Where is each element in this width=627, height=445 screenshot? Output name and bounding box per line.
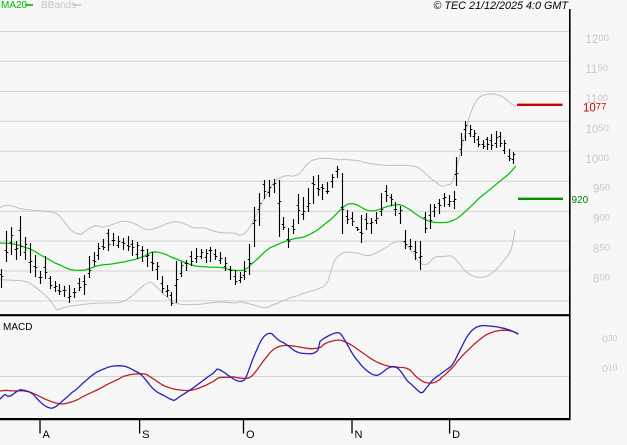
svg-text:030: 030 (602, 333, 618, 346)
svg-text:D: D (452, 429, 460, 440)
svg-text:920: 920 (572, 195, 589, 206)
svg-text:1000: 1000 (586, 153, 609, 166)
svg-text:S: S (142, 429, 149, 440)
svg-text:O: O (246, 429, 255, 440)
svg-text:BBands: BBands (41, 0, 76, 11)
svg-text:© TEC 21/12/2025 4:0 GMT: © TEC 21/12/2025 4:0 GMT (433, 0, 569, 12)
svg-text:950: 950 (593, 183, 610, 196)
svg-text:900: 900 (593, 213, 610, 226)
svg-text:1050: 1050 (586, 123, 609, 136)
svg-text:1100: 1100 (586, 93, 609, 106)
svg-text:A: A (43, 429, 51, 440)
svg-text:N: N (355, 429, 363, 440)
svg-text:MA20: MA20 (1, 0, 28, 11)
svg-text:800: 800 (593, 273, 610, 286)
svg-text:850: 850 (593, 243, 610, 256)
svg-text:010: 010 (602, 363, 618, 376)
svg-text:1200: 1200 (586, 33, 609, 46)
svg-text:1150: 1150 (586, 63, 609, 76)
svg-text:MACD: MACD (3, 322, 32, 333)
svg-text:1077: 1077 (583, 102, 606, 115)
